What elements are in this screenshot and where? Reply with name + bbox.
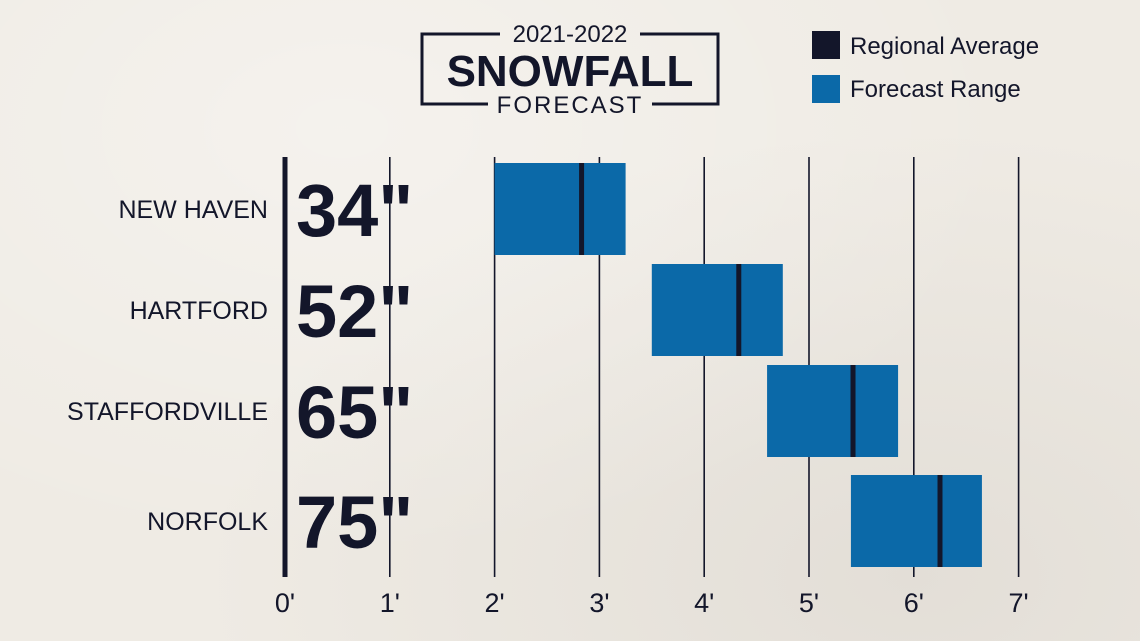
average-value-label: 34" — [296, 169, 413, 252]
average-value-label: 65" — [296, 371, 413, 454]
category-label: STAFFORDVILLE — [67, 398, 268, 426]
x-tick-label: 4' — [694, 588, 714, 618]
range-bars — [494, 163, 982, 567]
category-label: NEW HAVEN — [118, 196, 268, 224]
legend-label-average: Regional Average — [850, 33, 1039, 60]
x-tick-label: 2' — [485, 588, 505, 618]
category-labels: NEW HAVEN HARTFORD STAFFORDVILLE NORFOLK — [67, 196, 268, 536]
forecast-range-bar — [651, 264, 783, 356]
legend: Regional Average Forecast Range — [812, 31, 1039, 103]
category-label: NORFOLK — [147, 508, 268, 536]
chart-title: 2021-2022 SNOWFALL FORECAST — [420, 21, 720, 119]
category-label: HARTFORD — [130, 297, 268, 325]
forecast-range-bar — [767, 365, 899, 457]
legend-label-range: Forecast Range — [850, 76, 1021, 103]
x-tick-labels: 0' 1' 2' 3' 4' 5' 6' 7' — [275, 588, 1029, 618]
x-tick-label: 1' — [380, 588, 400, 618]
legend-swatch-average — [812, 31, 840, 59]
x-tick-label: 0' — [275, 588, 295, 618]
title-sub: FORECAST — [497, 92, 644, 119]
title-years: 2021-2022 — [513, 21, 628, 48]
forecast-range-bar — [850, 475, 982, 567]
legend-swatch-range — [812, 75, 840, 103]
title-main: SNOWFALL — [447, 47, 694, 96]
x-tick-label: 3' — [589, 588, 609, 618]
average-value-label: 75" — [296, 481, 413, 564]
average-labels: 34" 52" 65" 75" — [296, 169, 413, 564]
title-frame — [420, 32, 720, 106]
x-tick-label: 5' — [799, 588, 819, 618]
x-tick-label: 7' — [1009, 588, 1029, 618]
forecast-range-bar — [494, 163, 626, 255]
x-tick-label: 6' — [904, 588, 924, 618]
average-value-label: 52" — [296, 270, 413, 353]
